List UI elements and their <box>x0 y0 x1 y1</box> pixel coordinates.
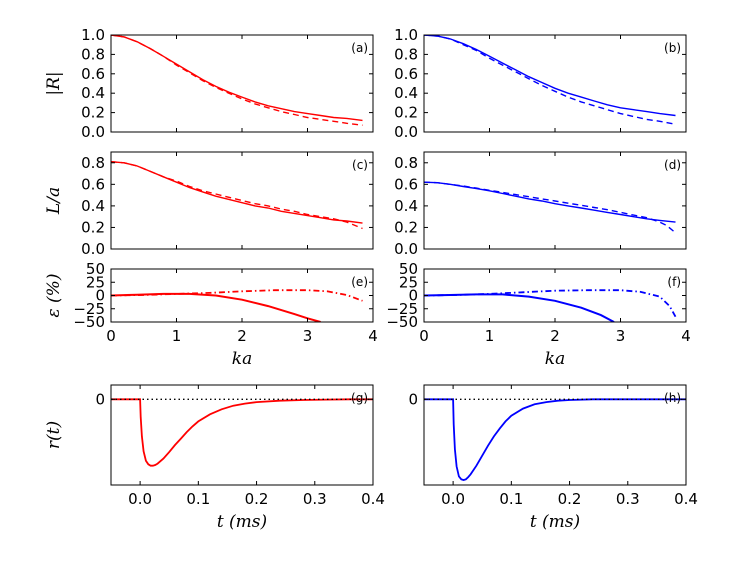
y-tick-label-e-0: −50 <box>73 313 105 331</box>
x-tick-label-h-4: 0.4 <box>674 490 698 508</box>
y-tick-label-f-4: 50 <box>399 260 418 278</box>
series-line-f-0 <box>424 293 615 322</box>
panel-a: 0.00.2 0.40.6 0.81.0 (a) |R| <box>44 26 374 141</box>
y-tick-label-b-4: 0.8 <box>394 45 418 63</box>
x-tick-label-g-4: 0.4 <box>361 490 385 508</box>
x-tick-label-e-1: 1 <box>172 327 182 345</box>
panel-label-h: (h) <box>664 391 681 405</box>
series-line-d-0 <box>424 181 676 223</box>
y-tick-label-b-3: 0.6 <box>394 65 418 83</box>
x-tick-label-f-0: 0 <box>419 327 429 345</box>
y-tick-label-a-5: 1.0 <box>81 26 105 44</box>
x-tick-label-h-0: 0.0 <box>441 490 465 508</box>
y-tick-label-f-1: −25 <box>386 300 418 318</box>
y-tick-label-f-2: 0 <box>408 287 418 305</box>
series-line-a-1 <box>111 35 363 126</box>
y-tick-label-e-2: 0 <box>95 287 105 305</box>
x-tick-label-f-3: 3 <box>616 327 626 345</box>
axes-frame-e <box>110 268 374 323</box>
x-tick-label-e-2: 2 <box>237 327 247 345</box>
y-tick-label-c-4: 0.8 <box>81 154 105 172</box>
series-line-b-1 <box>424 35 676 125</box>
y-tick-label-a-3: 0.6 <box>81 65 105 83</box>
y-tick-label-e-3: 25 <box>86 273 105 291</box>
panel-g: 0.0 0.1 0.2 0.3 0.4 0 (g) r(t) t (ms) <box>44 384 385 532</box>
series-line-g-0 <box>111 398 373 467</box>
x-tick-label-e-4: 4 <box>368 327 378 345</box>
y-tick-label-e-4: 50 <box>86 260 105 278</box>
y-tick-label-d-3: 0.6 <box>394 175 418 193</box>
x-tick-label-g-2: 0.2 <box>245 490 269 508</box>
panel-label-g: (g) <box>351 391 368 405</box>
y-tick-label-f-0: −50 <box>386 313 418 331</box>
panel-label-f: (f) <box>667 275 681 289</box>
axes-frame-h <box>423 384 687 486</box>
panel-label-c: (c) <box>352 158 368 172</box>
y-tick-label-a-1: 0.2 <box>81 104 105 122</box>
x-tick-label-h-2: 0.2 <box>558 490 582 508</box>
panel-label-e: (e) <box>351 275 368 289</box>
y-tick-label-e-1: −25 <box>73 300 105 318</box>
series-line-h-0 <box>424 398 686 481</box>
panel-label-a: (a) <box>351 41 368 55</box>
x-tick-label-h-3: 0.3 <box>616 490 640 508</box>
y-tick-label-a-4: 0.8 <box>81 45 105 63</box>
y-axis-label-e: ε (%) <box>44 274 64 318</box>
series-line-c-0 <box>111 161 363 224</box>
x-tick-label-f-1: 1 <box>485 327 495 345</box>
panel-label-b: (b) <box>664 41 681 55</box>
x-tick-label-g-3: 0.3 <box>303 490 327 508</box>
series-line-b-0 <box>424 35 676 117</box>
panel-d: 0.0 0.2 0.4 0.6 0.8 (d) <box>394 151 687 258</box>
y-tick-label-h-0: 0 <box>408 390 418 408</box>
y-tick-label-c-1: 0.2 <box>81 218 105 236</box>
y-tick-label-d-1: 0.2 <box>394 218 418 236</box>
x-axis-label-h: t (ms) <box>530 512 580 532</box>
y-axis-label-a: |R| <box>44 71 64 95</box>
y-tick-label-b-2: 0.4 <box>394 84 418 102</box>
y-tick-label-b-0: 0.0 <box>394 123 418 141</box>
x-axis-label-f: ka <box>545 349 565 369</box>
axes-frame-b <box>423 34 687 133</box>
y-tick-label-a-2: 0.4 <box>81 84 105 102</box>
axes-frame-c <box>110 151 374 250</box>
x-tick-label-e-3: 3 <box>303 327 313 345</box>
series-line-c-1 <box>111 161 363 230</box>
y-tick-label-g-0: 0 <box>95 390 105 408</box>
x-tick-label-f-2: 2 <box>550 327 560 345</box>
y-tick-label-c-2: 0.4 <box>81 197 105 215</box>
series-line-f-1 <box>424 289 677 318</box>
series-line-d-1 <box>424 181 676 234</box>
y-tick-label-b-5: 1.0 <box>394 26 418 44</box>
axes-frame-g <box>110 384 374 486</box>
x-tick-label-h-1: 0.1 <box>499 490 523 508</box>
y-tick-label-d-2: 0.4 <box>394 197 418 215</box>
y-tick-label-f-3: 25 <box>399 273 418 291</box>
x-axis-label-e: ka <box>232 349 252 369</box>
series-line-e-0 <box>111 292 321 322</box>
y-tick-label-c-0: 0.0 <box>81 240 105 258</box>
x-axis-label-g: t (ms) <box>217 512 267 532</box>
y-axis-label-c: L/a <box>44 187 64 215</box>
y-tick-label-b-1: 0.2 <box>394 104 418 122</box>
x-tick-label-g-0: 0.0 <box>128 490 152 508</box>
y-axis-label-g: r(t) <box>44 421 64 449</box>
series-line-e-1 <box>111 289 363 302</box>
panel-h: 0.0 0.1 0.2 0.3 0.4 0 (h) t (ms) <box>408 384 698 532</box>
y-tick-label-d-4: 0.8 <box>394 154 418 172</box>
panel-label-d: (d) <box>664 158 681 172</box>
panel-c: 0.0 0.2 0.4 0.6 0.8 (c) L/a <box>44 151 374 258</box>
x-tick-label-f-4: 4 <box>681 327 691 345</box>
panel-b: 0.00.2 0.40.6 0.81.0 (b) <box>394 26 687 141</box>
y-tick-label-a-0: 0.0 <box>81 123 105 141</box>
y-tick-label-d-0: 0.0 <box>394 240 418 258</box>
y-tick-label-c-3: 0.6 <box>81 175 105 193</box>
x-tick-label-e-0: 0 <box>106 327 116 345</box>
x-tick-label-g-1: 0.1 <box>186 490 210 508</box>
